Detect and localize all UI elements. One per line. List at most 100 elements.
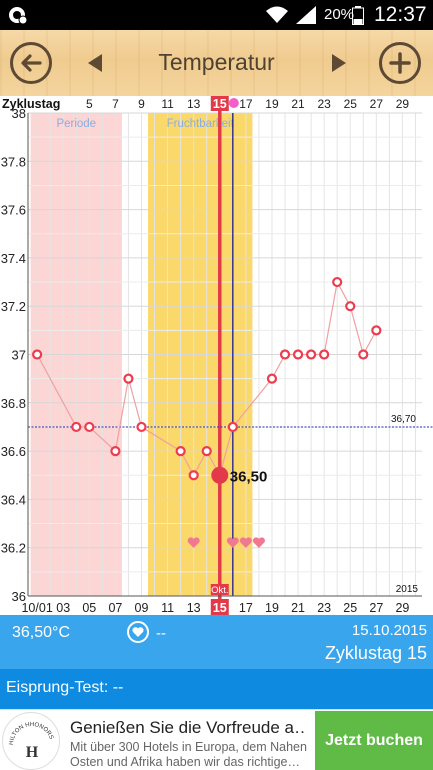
heart-icon [187, 537, 200, 548]
book-now-button[interactable]: Jetzt buchen [315, 711, 433, 770]
top-tick-label: 29 [396, 97, 410, 111]
bottom-tick-label: 23 [317, 601, 331, 615]
top-tick-label: 27 [370, 97, 384, 111]
year-label: 2015 [396, 584, 419, 595]
bottom-tick-label: 21 [291, 601, 305, 615]
top-tick-label: 23 [317, 97, 331, 111]
heart-icon [239, 537, 252, 548]
today-marker [228, 98, 239, 108]
page-title: Temperatur [158, 49, 275, 75]
y-tick-label: 36.2 [1, 541, 26, 556]
top-tick-label: 7 [112, 97, 119, 111]
ad-banner[interactable]: HILTON HHONORS H Genießen Sie die Vorfre… [0, 709, 433, 770]
coverline-label: 36,70 [391, 414, 416, 425]
next-arrow-icon[interactable] [328, 52, 348, 74]
temperature-point[interactable] [110, 446, 121, 457]
arrow-left-icon [21, 54, 42, 72]
bottom-tick-label: 29 [395, 601, 409, 615]
bottom-tick-label: 25 [343, 601, 357, 615]
y-tick-label: 38 [12, 106, 26, 121]
month-label-bg [210, 584, 229, 595]
add-button[interactable] [379, 42, 421, 84]
bottom-tick-label: 17 [239, 601, 253, 615]
temperature-point[interactable] [292, 349, 304, 360]
signal-icon [296, 6, 316, 24]
previous-arrow-icon[interactable] [86, 52, 106, 74]
cycle-day-axis-label: Zyklustag [2, 97, 60, 111]
temperature-point[interactable] [136, 421, 147, 433]
temperature-point[interactable] [32, 349, 43, 360]
heart-icon [252, 537, 265, 548]
region-label-1: Fruchtbarkeit [167, 118, 235, 130]
plus-icon [389, 52, 411, 74]
temperature-point[interactable] [306, 349, 317, 360]
wifi-icon [266, 6, 288, 23]
temperature-point[interactable] [188, 470, 199, 481]
bottom-tick-label: 10/01 [21, 601, 52, 615]
temperature-point[interactable] [279, 349, 291, 360]
region-label-0: Periode [56, 118, 96, 130]
bottom-tick-label: 09 [135, 601, 149, 615]
clock: 12:37 [374, 3, 427, 26]
bottom-tick-label: 19 [265, 601, 279, 615]
heart-icon[interactable] [127, 621, 149, 643]
temperature-point[interactable] [319, 349, 330, 360]
bottom-tick-label: 13 [187, 601, 201, 615]
top-tick-label: 25 [344, 97, 358, 111]
app-header: Temperatur [0, 30, 433, 96]
battery-percentage: 20% [324, 6, 355, 23]
top-tick-label: 5 [86, 97, 93, 111]
top-tick-label: 19 [265, 97, 279, 111]
y-tick-label: 37.2 [1, 299, 26, 314]
cycle-day-value: Zyklustag 15 [324, 643, 427, 663]
top-tick-label: 13 [187, 97, 201, 111]
temperature-series-line [36, 280, 377, 477]
ad-text: Mit über 300 Hotels in Europa, dem Nahen… [70, 740, 307, 769]
notification-icon [9, 7, 28, 25]
y-tick-label: 36.6 [1, 444, 26, 459]
temperature-point[interactable] [227, 421, 238, 433]
svg-text:HILTON HHONORS: HILTON HHONORS [9, 722, 54, 745]
selected-bottom-label-bg [210, 599, 229, 615]
y-tick-label: 37.6 [1, 203, 26, 218]
ovulation-test-label: Eisprung-Test: -- [6, 679, 124, 696]
heart-icon [226, 537, 239, 548]
y-tick-label: 36.8 [1, 396, 26, 411]
temperature-chart[interactable]: Periode Fruchtbarkeit Zyklustag 5 7 9 11 13 17 19… [0, 96, 433, 616]
temperature-value: 36,50°C [12, 624, 70, 641]
temperature-point[interactable] [71, 421, 82, 433]
temperature-point[interactable] [201, 446, 212, 457]
hilton-logo: HILTON HHONORS H [2, 712, 60, 770]
back-button[interactable] [10, 42, 52, 84]
battery-icon [352, 6, 364, 25]
top-tick-label: 11 [161, 97, 174, 111]
bottom-tick-label: 03 [56, 601, 70, 615]
status-bar: 20% 12:37 [0, 0, 433, 30]
temperature-point[interactable] [84, 421, 95, 433]
temperature-point[interactable] [175, 446, 186, 457]
temperature-point[interactable] [332, 276, 343, 288]
top-tick-label: 9 [138, 97, 145, 111]
bottom-tick-label: 27 [369, 601, 383, 615]
y-tick-label: 37.4 [1, 251, 26, 266]
bottom-tick-label: 11 [161, 601, 174, 615]
month-label: Okt. [211, 585, 228, 596]
selected-top-label: 15 [213, 97, 227, 111]
temperature-point[interactable] [371, 325, 382, 336]
top-tick-label: 21 [291, 97, 305, 111]
day-info-bar[interactable]: 36,50°C -- 15.10.2015 Zyklustag 15 [0, 615, 433, 669]
bottom-tick-label: 07 [108, 601, 122, 615]
selected-top-label-bg [210, 96, 229, 111]
y-tick-label: 36.4 [1, 492, 26, 507]
top-tick-label: 17 [239, 97, 253, 111]
temperature-point[interactable] [345, 301, 356, 312]
ovulation-test-bar[interactable]: Eisprung-Test: -- [0, 669, 433, 709]
selected-temperature-point[interactable] [211, 466, 229, 484]
ad-title: Genießen Sie die Vorfreude a… [70, 718, 306, 737]
temperature-point[interactable] [266, 373, 278, 384]
selected-bottom-label: 15 [213, 601, 227, 615]
svg-text:H: H [26, 744, 39, 761]
date-value: 15.10.2015 [351, 622, 427, 639]
temperature-point[interactable] [123, 373, 134, 384]
temperature-point[interactable] [358, 349, 369, 360]
